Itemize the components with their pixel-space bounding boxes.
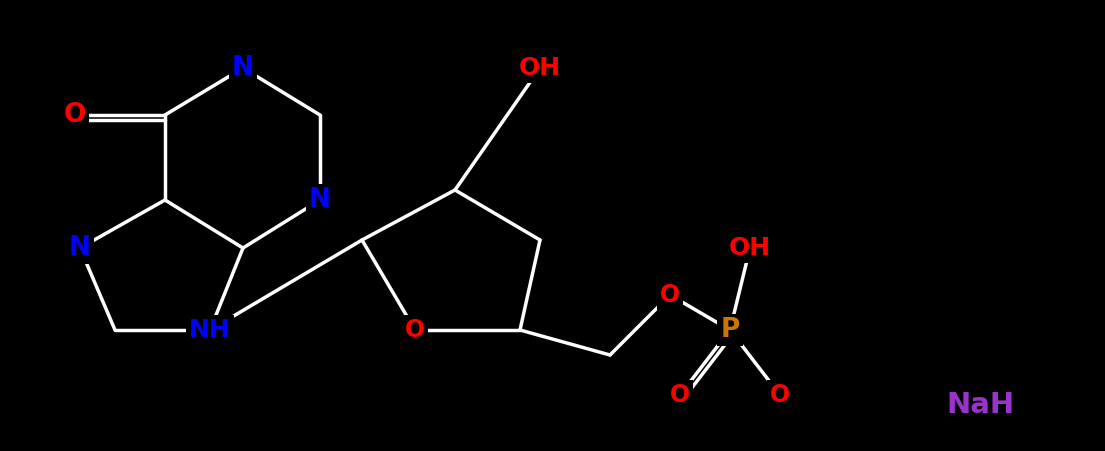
Text: N: N	[309, 187, 332, 213]
Text: O: O	[670, 383, 690, 407]
Text: O: O	[660, 283, 680, 307]
Text: N: N	[232, 55, 254, 81]
Text: O: O	[770, 383, 790, 407]
Text: O: O	[64, 102, 86, 128]
Text: O: O	[404, 318, 425, 342]
Text: N: N	[69, 235, 91, 261]
Text: NH: NH	[189, 318, 231, 342]
Text: P: P	[720, 317, 739, 343]
Text: NaH: NaH	[946, 391, 1014, 419]
Text: OH: OH	[519, 56, 561, 80]
Text: OH: OH	[729, 236, 771, 260]
